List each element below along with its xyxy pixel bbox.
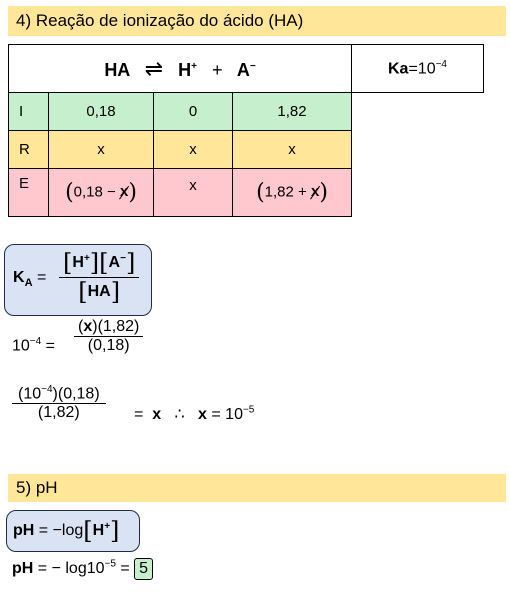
eq2-numerator: (10−4)(0,18) [12,384,106,405]
ph-expression: pH = −log[H+] [13,517,120,545]
reaction-equation: HA ⇌ H+ + A− [8,44,352,93]
equilibrium-ha: (0,18 − x) [48,168,154,217]
reaction-ha: x [48,130,154,169]
section-4-header: 4) Reação de ionização do ácido (HA) [8,6,506,36]
equation-1-lhs: 10−4 = [12,336,55,355]
reaction-a: x [232,130,352,169]
ice-row-reaction: R x x x [8,130,484,169]
equilibrium-a: (1,82 + x) [232,168,352,217]
ka-fraction: [H+][A−] [HA] [59,249,140,306]
ph-answer-badge: 5 [134,558,154,580]
equation-2-fraction: (10−4)(0,18) (1,82) [12,384,106,422]
eq2-denominator: (1,82) [37,404,80,422]
plus-sign: + [211,59,223,80]
eq1-denominator: (0,18) [87,337,130,354]
initial-ha: 0,18 [48,92,154,131]
ka-denominator: [HA] [78,278,121,306]
section-5-header: 5) pH [8,474,506,502]
therefore-icon: ∴ [174,406,185,423]
reaction-h: x [153,130,233,169]
ice-row-initial: I 0,18 0 1,82 [8,92,484,131]
ka-symbol: KA = [13,269,47,290]
eq1-numerator: (x)(1,82) [74,318,144,337]
ka-expression-box: KA = [H+][A−] [HA] [4,244,152,316]
equation-1-fraction: (x)(1,82) (0,18) [74,318,144,355]
ka-cell: Ka=10−4 [351,44,484,93]
ice-row-equilibrium: E (0,18 − x) x (1,82 + x) [8,168,484,217]
ph-expression-box: pH = −log[H+] [6,510,140,552]
species-h: H+ [178,59,197,80]
row-label-r: R [8,130,49,169]
ka-numerator: [H+][A−] [59,249,140,278]
initial-h: 0 [153,92,233,131]
equation-2-result: = x ∴ x = 10−5 [134,404,255,423]
section-5-title: 5) pH [16,478,58,497]
ph-calculation: pH = − log10−5 = 5 [12,558,154,580]
section-4-title: 4) Reação de ionização do ácido (HA) [16,11,304,30]
equilibrium-h: x [153,168,233,217]
row-label-e: E [8,168,49,217]
initial-a: 1,82 [232,92,352,131]
ice-table: HA ⇌ H+ + A− Ka=10−4 I 0,18 0 1,82 R x x… [8,44,484,217]
equilibrium-arrow-icon: ⇌ [144,55,164,81]
row-label-i: I [8,92,49,131]
species-ha: HA [104,59,130,80]
species-a: A− [236,59,256,80]
